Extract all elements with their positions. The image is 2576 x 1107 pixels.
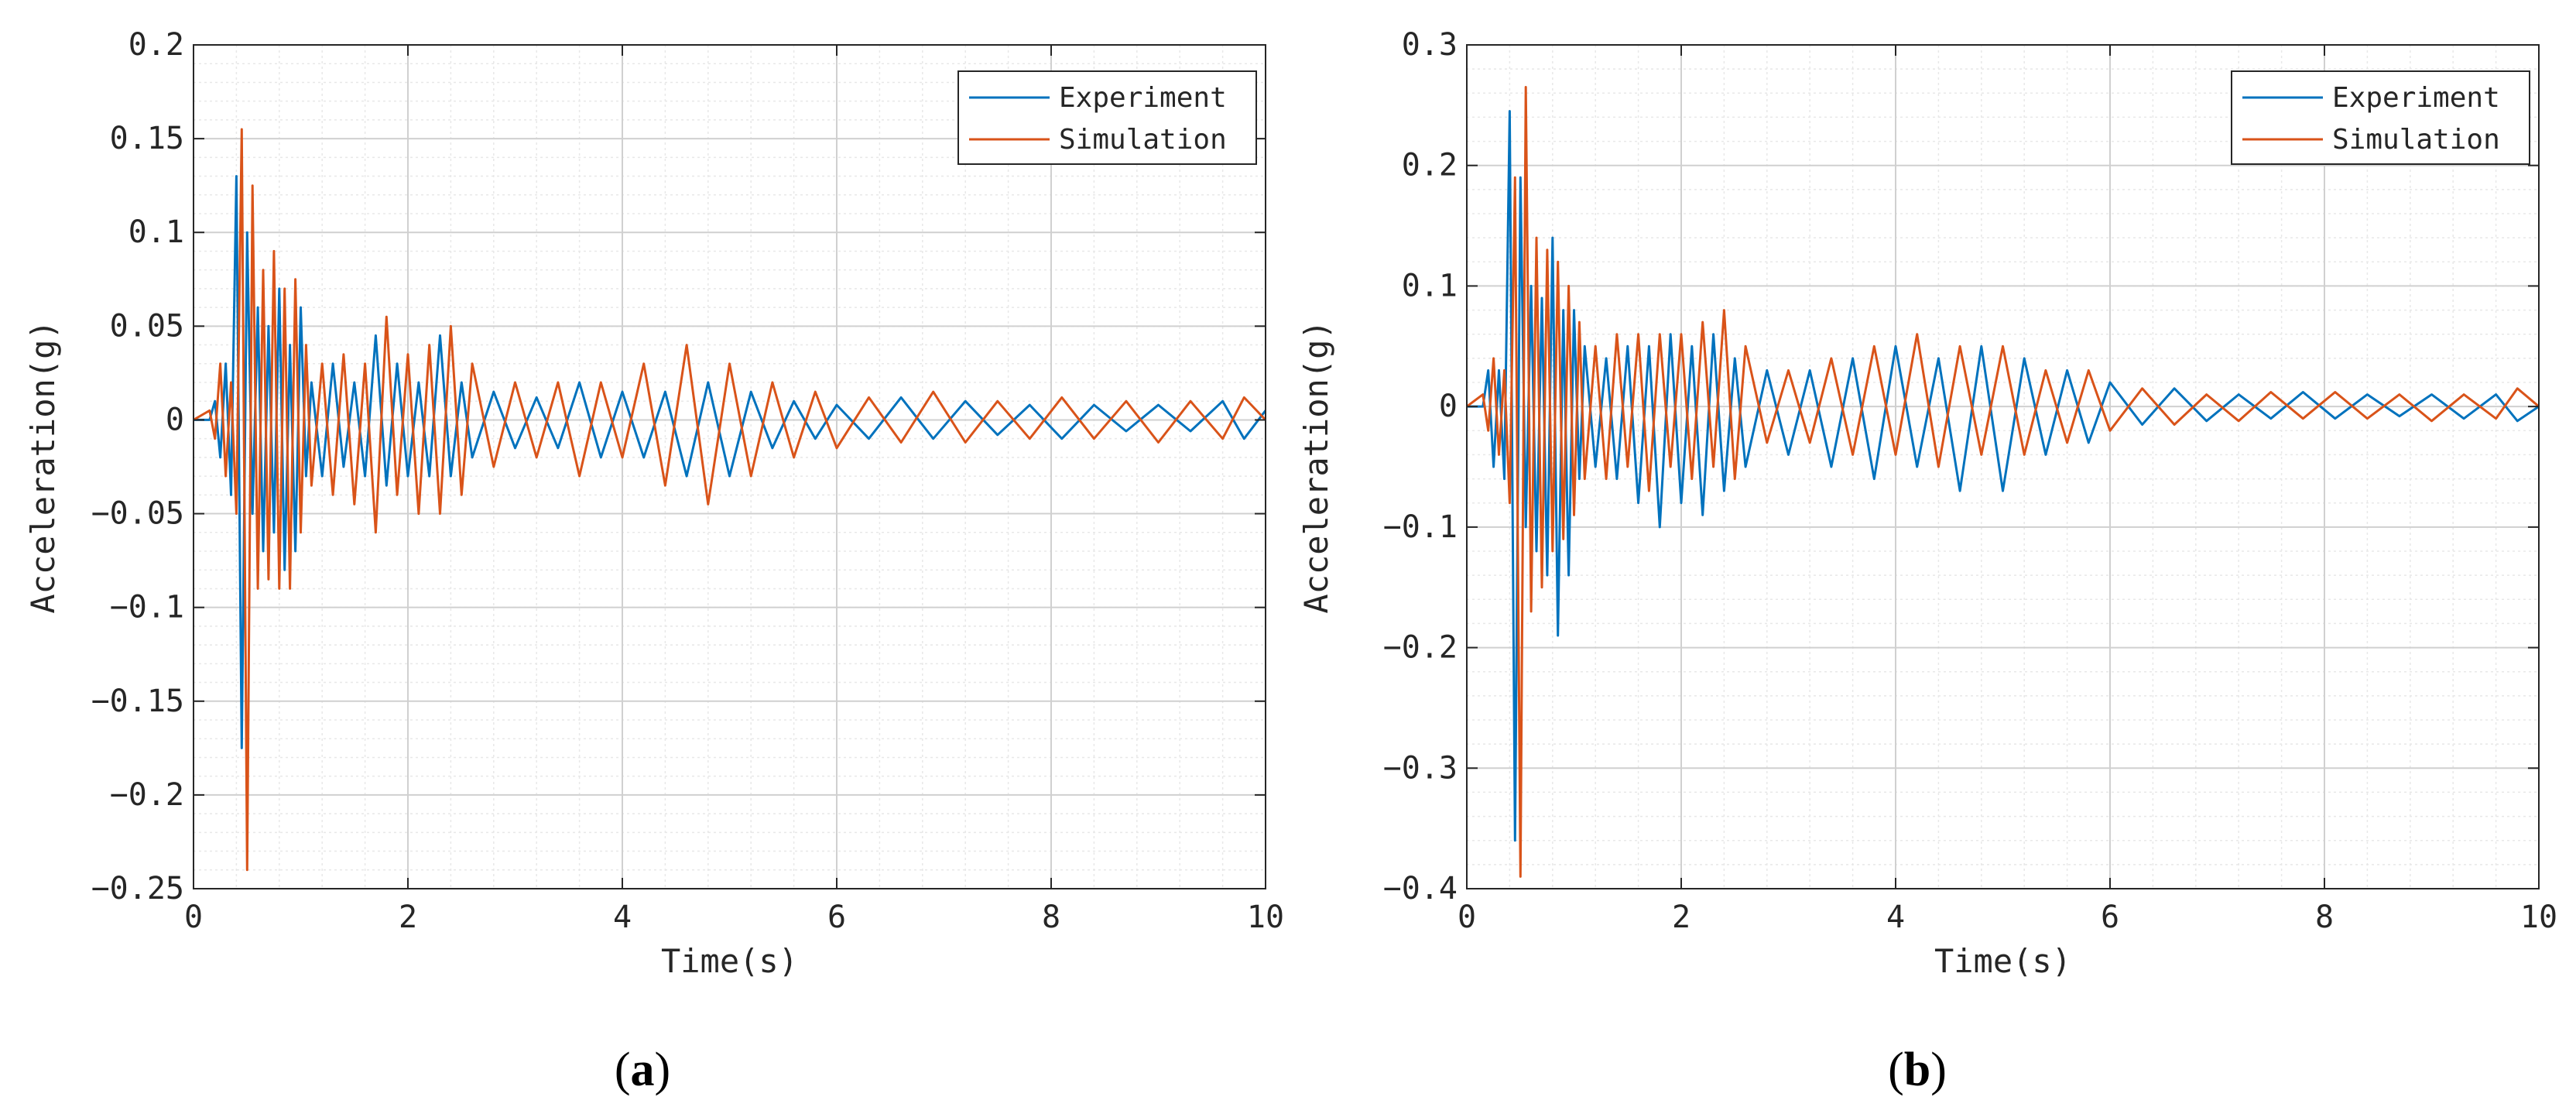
- series-line-experiment: [194, 175, 1266, 749]
- x-axis-label: Time(s): [1934, 942, 2071, 980]
- x-tick-label: 8: [2315, 900, 2334, 935]
- y-tick-label: 0.2: [1402, 148, 1458, 183]
- x-tick-label: 4: [613, 900, 632, 935]
- legend-label-simulation: Simulation: [2332, 124, 2500, 156]
- y-tick-label: 0.15: [110, 121, 184, 156]
- x-tick-label: 10: [1247, 900, 1284, 935]
- legend-label-experiment: Experiment: [2332, 82, 2500, 114]
- y-tick-label: 0: [1439, 389, 1458, 424]
- y-tick-label: 0.05: [110, 308, 184, 344]
- axes-box: [1466, 44, 2540, 889]
- x-tick-label: 2: [1672, 900, 1690, 935]
- series-line-simulation: [194, 128, 1266, 872]
- x-tick-label: 10: [2520, 900, 2557, 935]
- panel-label-close: ): [655, 1044, 671, 1096]
- y-tick-label: −0.05: [91, 496, 184, 532]
- y-tick-label: −0.25: [91, 871, 184, 907]
- chart-panel-b: 0 2 4 6 8 10 0.3 0.2 0.1 0 −0.1 −0.2 −0.3 −0.4 Time(s)…: [1297, 27, 2557, 1096]
- series-line-experiment: [1467, 110, 2539, 842]
- axes-box: [193, 44, 1266, 889]
- y-tick-label: 0.1: [128, 214, 184, 250]
- x-tick-label: 2: [399, 900, 417, 935]
- panel-label-b: (b): [1888, 1044, 1947, 1096]
- legend: Experiment Simulation: [2231, 70, 2530, 165]
- panel-label-a: (a): [615, 1044, 670, 1096]
- y-tick-label: −0.15: [91, 684, 184, 719]
- x-tick-label: 0: [1458, 900, 1476, 935]
- plot-area: [194, 45, 1266, 889]
- x-tick-label: 0: [184, 900, 203, 935]
- series-line-simulation: [1467, 86, 2539, 878]
- series-group: [1467, 86, 2539, 878]
- legend-box: [957, 70, 1257, 165]
- legend-label-experiment: Experiment: [1059, 82, 1227, 114]
- legend: Experiment Simulation: [957, 70, 1257, 165]
- panel-label-close: ): [1930, 1044, 1947, 1096]
- x-tick-label: 6: [827, 900, 846, 935]
- x-tick-label: 8: [1042, 900, 1060, 935]
- panel-label-letter: a: [631, 1044, 655, 1096]
- y-tick-label: −0.4: [1383, 871, 1458, 907]
- panel-label-open: (: [1888, 1044, 1904, 1096]
- legend-label-simulation: Simulation: [1059, 124, 1227, 156]
- y-tick-label: 0: [166, 402, 184, 437]
- x-axis-label: Time(s): [661, 942, 798, 980]
- y-tick-label: −0.1: [110, 590, 184, 625]
- chart-panel-a: 0 2 4 6 8 10 0.2 0.15 0.1 0.05 0 −0.05 −0.1 −0.15 −0.2…: [24, 27, 1284, 1096]
- x-tick-label: 4: [1886, 900, 1905, 935]
- y-tick-label: −0.2: [1383, 630, 1458, 666]
- plot-area: [1467, 45, 2539, 889]
- panel-label-open: (: [615, 1044, 631, 1096]
- panel-label-letter: b: [1904, 1044, 1930, 1096]
- y-tick-label: 0.2: [128, 27, 184, 63]
- y-tick-label: −0.3: [1383, 750, 1458, 786]
- y-axis-label: Acceleration(g): [1297, 320, 1335, 613]
- y-tick-label: 0.3: [1402, 27, 1458, 63]
- y-axis-label: Acceleration(g): [24, 320, 62, 613]
- y-tick-label: −0.2: [110, 777, 184, 813]
- series-group: [194, 128, 1266, 872]
- y-tick-label: 0.1: [1402, 268, 1458, 303]
- x-tick-label: 6: [2101, 900, 2119, 935]
- legend-box: [2231, 70, 2530, 165]
- y-tick-label: −0.1: [1383, 509, 1458, 545]
